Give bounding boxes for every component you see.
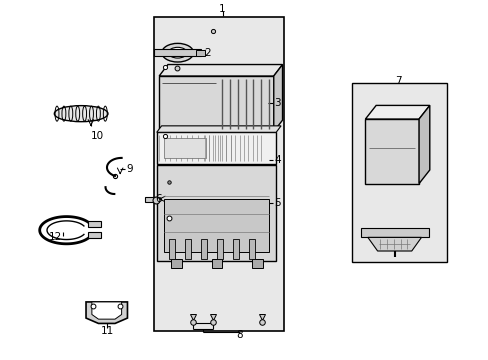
Text: 4: 4: [274, 154, 281, 165]
Polygon shape: [157, 126, 281, 132]
Polygon shape: [201, 239, 206, 259]
Bar: [154, 49, 201, 56]
Bar: [351, 83, 446, 262]
Polygon shape: [168, 239, 174, 259]
Bar: [196, 50, 204, 55]
Bar: [145, 197, 156, 202]
Ellipse shape: [54, 105, 108, 122]
Bar: [157, 132, 276, 164]
Text: 10: 10: [90, 131, 103, 141]
Text: 1: 1: [219, 4, 225, 14]
Ellipse shape: [168, 47, 186, 58]
Polygon shape: [92, 302, 122, 319]
Text: 3: 3: [274, 98, 281, 108]
Bar: [157, 165, 276, 261]
Polygon shape: [184, 239, 190, 259]
Ellipse shape: [162, 43, 193, 62]
Bar: [163, 199, 268, 252]
Bar: [365, 119, 418, 184]
Bar: [251, 259, 262, 268]
Polygon shape: [217, 239, 223, 259]
Text: 2: 2: [204, 48, 211, 58]
Polygon shape: [365, 105, 429, 119]
Bar: [211, 259, 222, 268]
Text: 9: 9: [126, 164, 133, 174]
Polygon shape: [273, 64, 282, 132]
Text: 11: 11: [100, 325, 113, 336]
Bar: [163, 138, 205, 158]
Bar: [154, 17, 283, 330]
Bar: [88, 221, 101, 226]
Polygon shape: [159, 64, 282, 76]
Polygon shape: [249, 239, 255, 259]
Text: 8: 8: [236, 330, 243, 340]
Polygon shape: [367, 237, 421, 251]
Text: 5: 5: [274, 198, 281, 208]
Bar: [88, 232, 101, 238]
Bar: [159, 76, 273, 132]
Bar: [171, 259, 182, 268]
Text: 12: 12: [49, 232, 62, 242]
Bar: [360, 228, 428, 237]
Polygon shape: [418, 105, 429, 184]
Text: 7: 7: [394, 76, 401, 86]
Text: 6: 6: [155, 194, 161, 204]
Polygon shape: [233, 239, 239, 259]
Polygon shape: [86, 302, 127, 323]
